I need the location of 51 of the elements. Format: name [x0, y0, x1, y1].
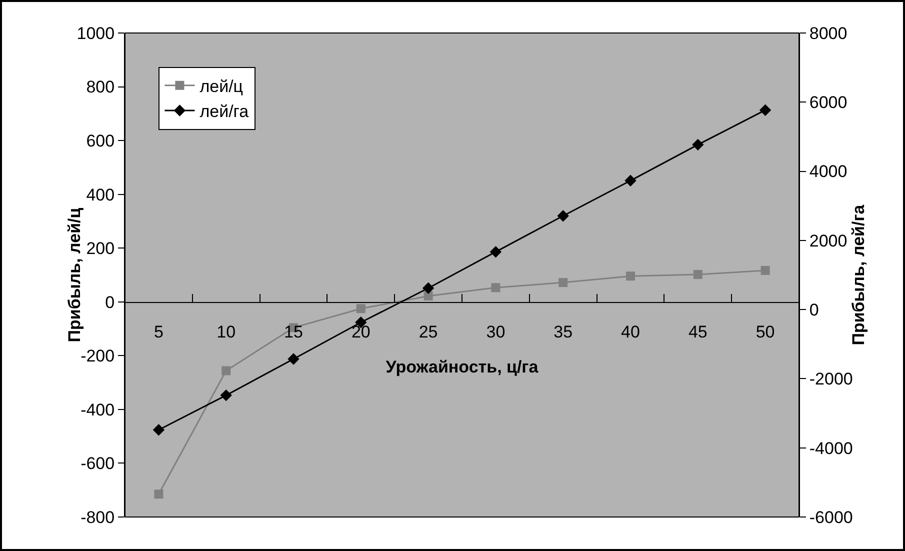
x-axis-title: Урожайность, ц/га [386, 358, 539, 377]
y-axis-title: Прибыль, лей/ц [65, 207, 84, 342]
y-tick-label: -600 [80, 454, 115, 474]
legend-label: лей/га [200, 102, 250, 122]
x-tick-label: 5 [154, 322, 164, 342]
y2-axis-title: Прибыль, лей/га [849, 204, 868, 346]
x-tick-label: 40 [621, 322, 640, 342]
y-tick-label: 400 [86, 185, 115, 204]
y2-tick-label: 2000 [809, 231, 848, 250]
point [222, 366, 231, 376]
y-tick-label: -800 [80, 508, 115, 527]
point [288, 353, 300, 365]
point [624, 174, 636, 186]
point [557, 210, 569, 222]
x-tick-label: 35 [554, 322, 573, 342]
legend-label: лей/ц [200, 77, 244, 96]
x-tick-label: 45 [688, 322, 708, 342]
y2-tick-label: 8000 [809, 24, 848, 43]
point [626, 272, 635, 281]
point [356, 304, 366, 314]
x-tick-label: 20 [351, 322, 370, 342]
point [760, 266, 770, 275]
y-tick-label: 200 [86, 239, 115, 258]
point [558, 278, 568, 288]
point [491, 283, 500, 292]
point [693, 270, 702, 279]
y-tick-label: -400 [80, 400, 115, 420]
x-tick-label: 15 [284, 322, 303, 342]
point [154, 490, 164, 499]
y-tick-label: 800 [86, 78, 115, 97]
point [220, 389, 232, 402]
x-tick-label: 10 [216, 322, 236, 342]
y2-tick-label: -4000 [809, 438, 853, 458]
x-tick-label: 25 [418, 322, 438, 342]
point [152, 424, 165, 436]
y-tick-label: -200 [80, 346, 115, 366]
y2-tick-label: 6000 [809, 93, 848, 112]
x-tick-label: 50 [756, 322, 775, 342]
y2-tick-label: -2000 [809, 370, 853, 389]
y2-tick-label: 4000 [809, 162, 848, 182]
y-tick-label: 1000 [76, 24, 115, 43]
y-tick-label: 600 [86, 132, 115, 151]
y2-tick-label: -6000 [809, 508, 853, 527]
point [692, 138, 704, 151]
point [759, 104, 772, 116]
point [490, 246, 502, 258]
x-tick-label: 30 [486, 322, 506, 342]
point [424, 291, 433, 300]
y2-tick-label: 0 [809, 300, 819, 320]
point [422, 282, 434, 294]
y-tick-label: 0 [105, 292, 115, 312]
